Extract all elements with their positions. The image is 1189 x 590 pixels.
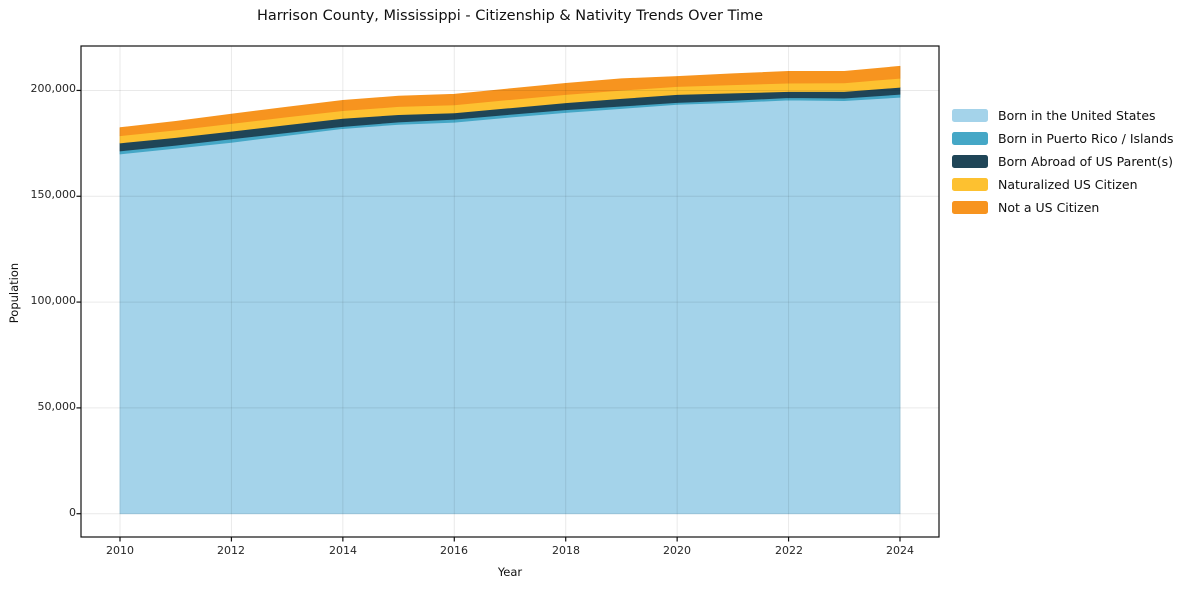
x-tick-label: 2018 (552, 544, 580, 557)
legend-item: Born in Puerto Rico / Islands (952, 129, 1174, 148)
legend-label: Born in the United States (998, 108, 1156, 123)
legend-label: Born Abroad of US Parent(s) (998, 154, 1173, 169)
legend-swatch-icon (952, 109, 988, 122)
legend-swatch-icon (952, 132, 988, 145)
x-tick-label: 2014 (329, 544, 357, 557)
x-axis-label: Year (497, 565, 523, 579)
y-tick-label: 150,000 (30, 188, 77, 201)
y-tick-label: 0 (69, 506, 76, 519)
y-tick-label: 100,000 (30, 294, 77, 307)
x-tick-label: 2020 (663, 544, 691, 557)
x-tick-label: 2012 (217, 544, 245, 557)
legend-label: Born in Puerto Rico / Islands (998, 131, 1174, 146)
legend-label: Naturalized US Citizen (998, 177, 1138, 192)
legend-item: Naturalized US Citizen (952, 175, 1174, 194)
legend-item: Not a US Citizen (952, 198, 1174, 217)
legend-swatch-icon (952, 155, 988, 168)
x-tick-label: 2010 (106, 544, 134, 557)
x-tick-label: 2022 (775, 544, 803, 557)
chart-title: Harrison County, Mississippi - Citizensh… (256, 8, 764, 24)
y-tick-label: 50,000 (37, 400, 77, 413)
legend-item: Born in the United States (952, 106, 1174, 125)
legend-label: Not a US Citizen (998, 200, 1100, 215)
x-tick-label: 2016 (440, 544, 468, 557)
y-tick-label: 200,000 (30, 82, 77, 95)
legend-swatch-icon (952, 201, 988, 214)
x-tick-label: 2024 (886, 544, 914, 557)
legend: Born in the United States Born in Puerto… (952, 106, 1174, 221)
y-axis-label: Population (7, 262, 21, 324)
legend-swatch-icon (952, 178, 988, 191)
legend-item: Born Abroad of US Parent(s) (952, 152, 1174, 171)
